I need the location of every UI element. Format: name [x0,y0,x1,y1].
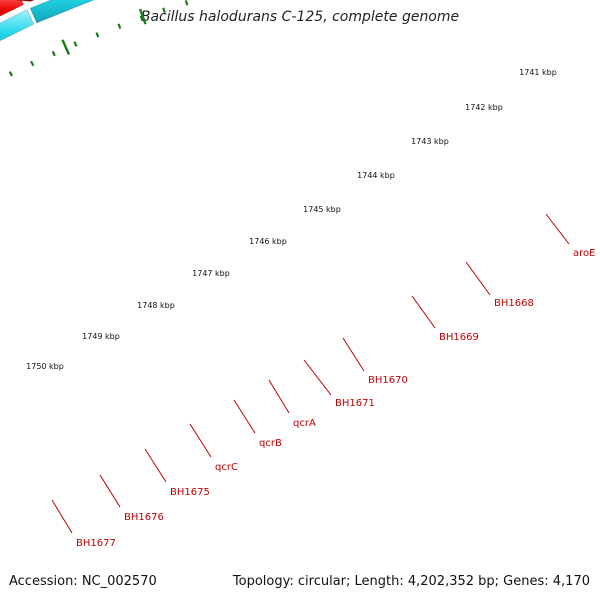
major-tick [61,39,71,55]
gene-label[interactable]: BH1676 [124,512,164,523]
gene-feature-red[interactable] [0,0,24,35]
gene-feature-red[interactable] [14,0,85,2]
inner-ruler-tick [95,32,100,38]
gene-label[interactable]: qcrC [215,462,238,473]
ruler-label: 1745 kbp [303,205,341,214]
gene-label[interactable]: qcrA [293,418,316,429]
inner-ruler-tick [117,23,122,29]
inner-ruler-tick [73,41,78,47]
gene-leader-line [233,399,256,434]
inner-ruler-tick [162,7,166,13]
gene-leader-line [51,499,73,534]
inner-ruler-tick [51,50,56,57]
gene-leader-line [465,261,491,296]
gene-leader-line [303,359,332,396]
major-tick [138,8,147,25]
inner-ruler-tick [139,15,144,21]
backbone-highlight [0,0,600,102]
gene-leader-line [342,337,365,372]
inner-ruler-tick [8,71,13,77]
gene-leader-line [99,474,121,508]
ruler-label: 1747 kbp [192,269,230,278]
ruler-label: 1748 kbp [137,301,175,310]
ruler-label: 1744 kbp [357,171,395,180]
ruler-label: 1742 kbp [465,103,503,112]
topology-text: Topology: circular; Length: 4,202,352 bp… [232,574,590,589]
gene-leader-line [268,379,290,414]
gene-label[interactable]: BH1671 [335,398,375,409]
map-title: Bacillus halodurans C-125, complete geno… [140,9,460,25]
ruler-label: 1750 kbp [26,362,64,371]
gene-leader-line [411,295,436,329]
gene-feature-cyan[interactable] [29,0,139,24]
gene-label[interactable]: BH1670 [368,375,408,386]
gene-leader-line [144,448,167,483]
inner-ruler-tick [184,0,189,6]
ruler-label: 1746 kbp [249,237,287,246]
gene-label[interactable]: aroE [573,248,595,259]
accession-text: Accession: NC_002570 [9,574,157,589]
gene-leader-line [545,213,570,245]
gene-label[interactable]: BH1668 [494,298,534,309]
gene-leader-line [189,423,212,458]
gene-label[interactable]: qcrB [259,438,282,449]
gene-label[interactable]: BH1675 [170,487,210,498]
ruler-label: 1749 kbp [82,332,120,341]
backbone-ring [0,0,600,100]
ruler-label: 1741 kbp [519,68,557,77]
gene-label[interactable]: BH1669 [439,332,479,343]
ruler-label: 1743 kbp [411,137,449,146]
gene-label[interactable]: BH1677 [76,538,116,549]
inner-ruler-tick [30,60,35,67]
gene-feature-cyan[interactable] [0,9,35,58]
